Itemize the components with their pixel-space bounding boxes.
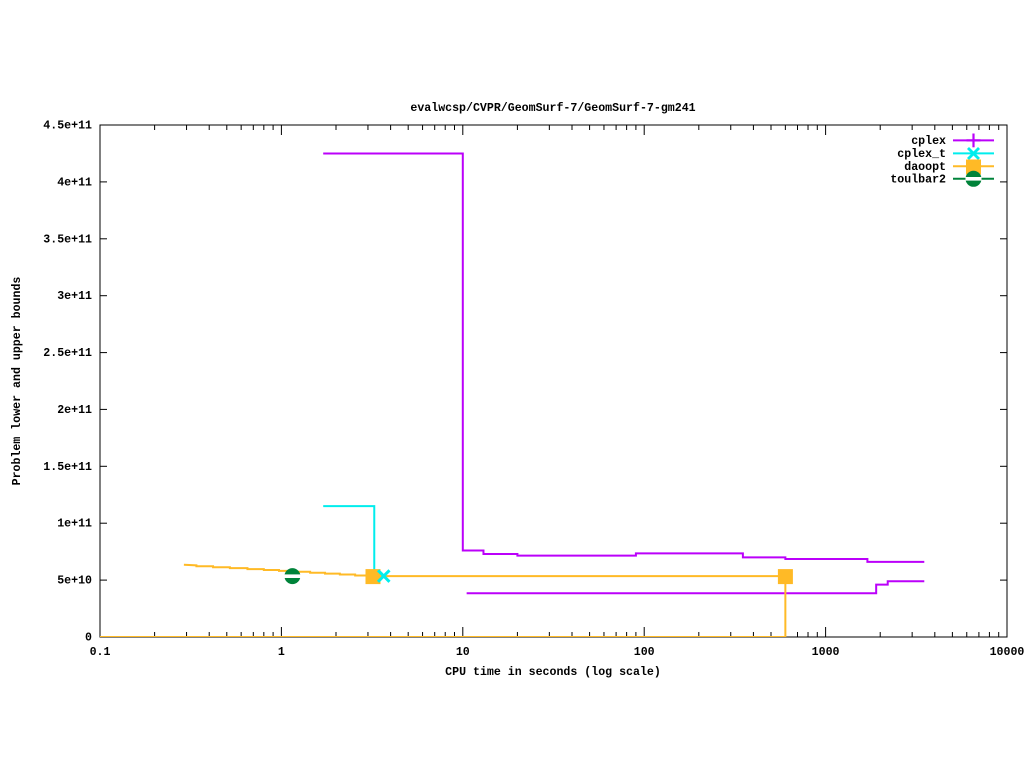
svg-text:5e+10: 5e+10 bbox=[57, 575, 92, 588]
svg-text:10: 10 bbox=[456, 646, 470, 659]
svg-text:CPU time in seconds (log scale: CPU time in seconds (log scale) bbox=[445, 666, 661, 679]
svg-text:4e+11: 4e+11 bbox=[57, 176, 92, 189]
svg-text:cplex: cplex bbox=[911, 135, 946, 148]
svg-text:1e+11: 1e+11 bbox=[57, 518, 92, 531]
svg-text:0: 0 bbox=[85, 632, 92, 645]
svg-text:4.5e+11: 4.5e+11 bbox=[43, 120, 92, 133]
svg-text:3e+11: 3e+11 bbox=[57, 290, 92, 303]
svg-text:2e+11: 2e+11 bbox=[57, 404, 92, 417]
svg-text:3.5e+11: 3.5e+11 bbox=[43, 233, 92, 246]
svg-text:1000: 1000 bbox=[812, 646, 840, 659]
svg-text:cplex_t: cplex_t bbox=[897, 148, 946, 161]
svg-text:0.1: 0.1 bbox=[90, 646, 111, 659]
svg-text:toulbar2: toulbar2 bbox=[890, 174, 946, 187]
svg-text:100: 100 bbox=[634, 646, 655, 659]
svg-text:Problem lower and upper bounds: Problem lower and upper bounds bbox=[11, 277, 24, 486]
svg-text:1.5e+11: 1.5e+11 bbox=[43, 461, 92, 474]
svg-text:10000: 10000 bbox=[990, 646, 1024, 659]
svg-text:daoopt: daoopt bbox=[904, 161, 946, 174]
svg-text:evalwcsp/CVPR/GeomSurf-7/GeomS: evalwcsp/CVPR/GeomSurf-7/GeomSurf-7-gm24… bbox=[410, 102, 695, 115]
svg-text:1: 1 bbox=[278, 646, 285, 659]
svg-text:2.5e+11: 2.5e+11 bbox=[43, 347, 92, 360]
